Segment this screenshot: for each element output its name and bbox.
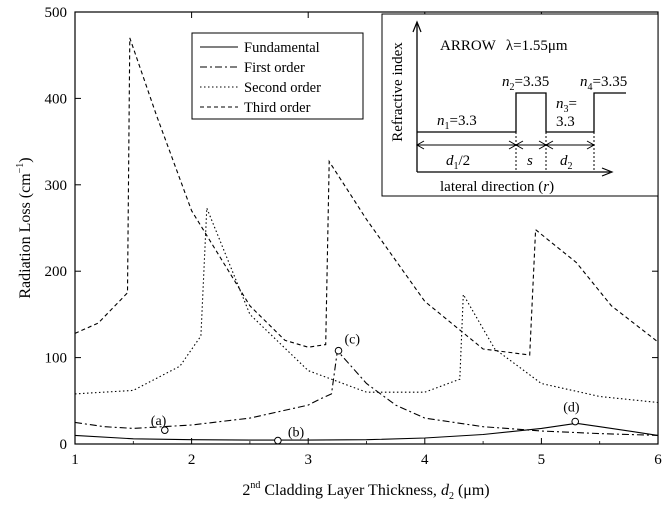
n2-label: n2=3.35 [502,74,549,93]
inset-xlabel: lateral direction (r) [440,179,554,195]
marked-point [571,417,580,426]
point-label: (d) [563,401,580,416]
y-tick-label: 0 [60,437,68,453]
series-layer [74,37,659,441]
inset-title: ARROW λ=1.55μm [440,38,568,54]
x-axis-title: 2nd Cladding Layer Thickness, d2 (μm) [242,480,489,502]
legend-label: First order [244,60,305,76]
inset-y-arrow [412,20,422,33]
d2-label: d2 [560,153,573,172]
legend: Fundamental First order Second order Third … [191,32,364,120]
series-line-2 [74,207,659,404]
marked-point [274,436,282,445]
y-axis-title: Radiation Loss (cm−1) [15,157,34,298]
x-tick-label: 5 [538,452,546,468]
inset-diagram: ARROW λ=1.55μm Refractive index n1=3.3 n2… [381,13,659,197]
index-profile [417,92,626,133]
series-line-3 [74,37,659,356]
n1-label: n1=3.3 [437,113,477,132]
y-tick-label: 400 [45,91,68,107]
x-tick-label: 2 [188,452,196,468]
n3-value: 3.3 [556,114,575,130]
inset-box [381,13,659,197]
y-tick-label: 300 [45,178,68,194]
series-line-0 [74,422,659,441]
y-tick-label: 200 [45,264,68,280]
x-tick-label: 6 [654,452,662,468]
x-tick-label: 3 [304,452,312,468]
n4-label: n4=3.35 [580,74,627,93]
y-tick-label: 100 [45,351,68,367]
legend-label: Third order [244,100,311,116]
d1-label: d1/2 [446,153,470,172]
marked-points: (a) (b) (c) (d) [151,333,580,445]
marked-point [334,346,343,355]
legend-label: Fundamental [244,40,320,56]
n3-label: n3= [556,96,577,115]
point-label: (a) [151,414,167,429]
inset-ylabel: Refractive index [390,42,406,142]
inset-x-arrow [601,167,614,177]
x-tick-label: 1 [71,452,79,468]
dimension-arrows [415,132,596,172]
series-line-1 [74,349,659,436]
point-label: (c) [345,333,361,348]
x-tick-label: 4 [421,452,429,468]
point-label: (b) [288,426,305,441]
y-tick-label: 500 [45,5,68,21]
marked-point [160,426,169,434]
legend-label: Second order [244,80,321,96]
s-label: s [527,153,533,169]
